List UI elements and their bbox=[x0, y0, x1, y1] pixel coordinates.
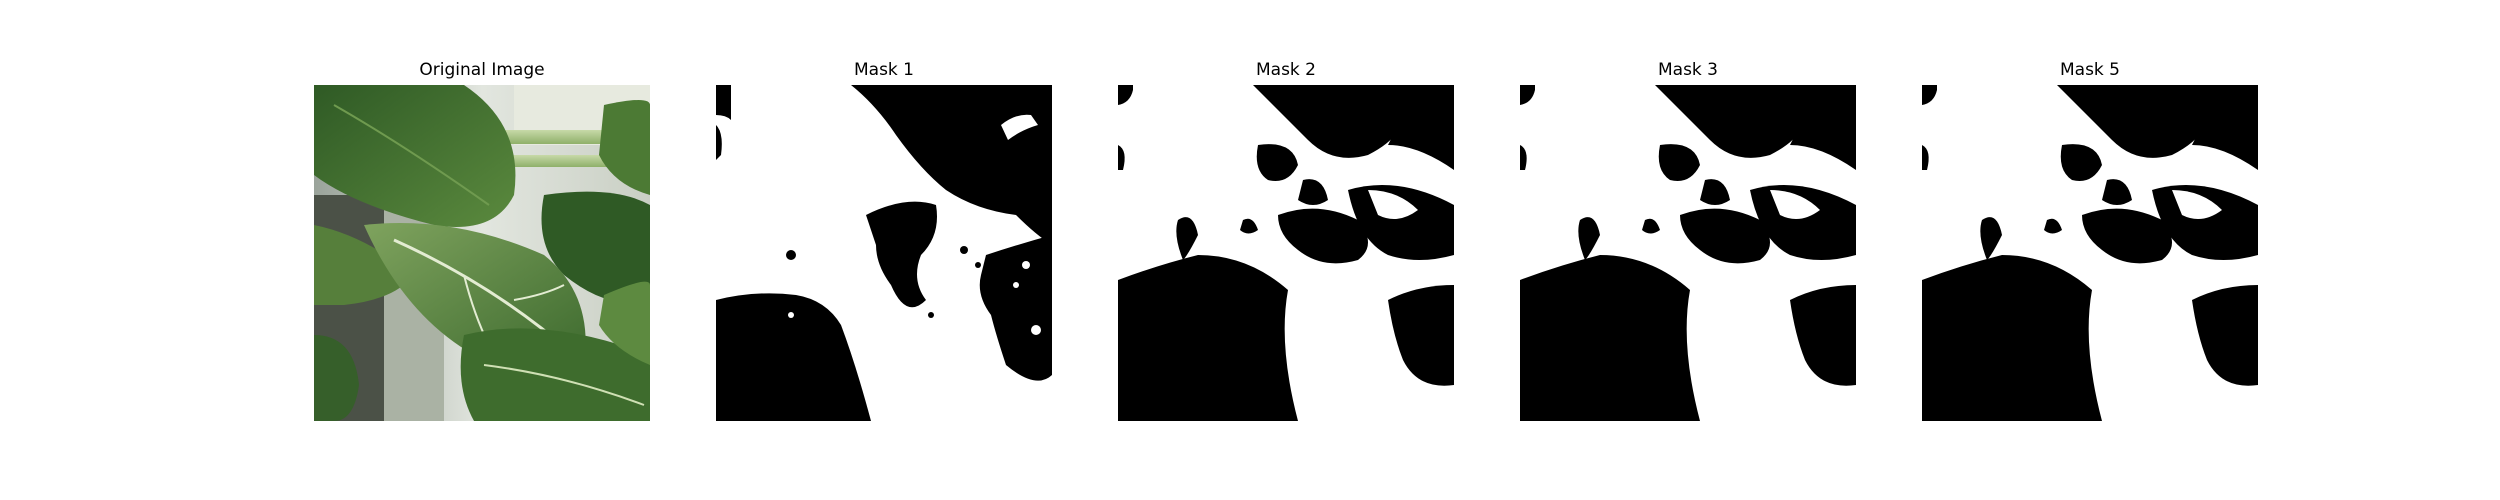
mask-1-image bbox=[716, 85, 1052, 421]
original-image-title: Original Image bbox=[419, 60, 545, 80]
mask-3-image bbox=[1520, 85, 1856, 421]
mask-2-image bbox=[1118, 85, 1454, 421]
original-image bbox=[314, 85, 650, 421]
mask-5-title: Mask 5 bbox=[2059, 60, 2120, 80]
mask-1-title: Mask 1 bbox=[853, 60, 914, 80]
mask-5-image bbox=[1922, 85, 2258, 421]
mask-2-title: Mask 2 bbox=[1255, 60, 1316, 80]
mask-3-title: Mask 3 bbox=[1657, 60, 1718, 80]
